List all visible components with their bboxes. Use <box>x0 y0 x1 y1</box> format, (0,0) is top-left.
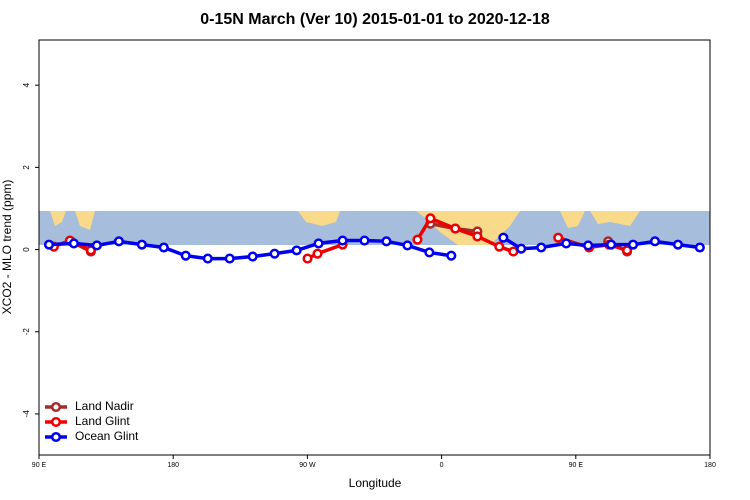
point <box>622 245 633 256</box>
point <box>359 235 370 246</box>
point <box>402 240 413 251</box>
y-tick-label: -2 <box>22 328 31 336</box>
point <box>553 232 564 243</box>
point <box>425 213 436 224</box>
point <box>694 242 705 253</box>
point <box>508 246 519 257</box>
legend-label: Land Glint <box>75 414 130 428</box>
point <box>628 239 639 250</box>
point <box>561 238 572 249</box>
x-tick-label: 90 E <box>32 462 47 469</box>
y-tick-label: 4 <box>22 82 31 87</box>
point <box>381 236 392 247</box>
point <box>202 253 213 264</box>
point <box>472 231 483 242</box>
x-tick-label: 180 <box>167 462 179 469</box>
x-axis-label: Longitude <box>349 476 402 490</box>
point <box>536 242 547 253</box>
x-tick-label: 0 <box>440 462 444 469</box>
series-line <box>502 236 701 251</box>
point <box>494 241 505 252</box>
y-tick-label: -4 <box>22 410 31 418</box>
point <box>158 242 169 253</box>
x-tick-label: 90 W <box>299 462 316 469</box>
point <box>583 240 594 251</box>
point <box>224 253 235 264</box>
point <box>424 247 435 258</box>
point <box>516 243 527 254</box>
point <box>43 239 55 250</box>
plot-frame <box>38 39 711 456</box>
legend-marker <box>50 431 62 443</box>
legend-label: Ocean Glint <box>75 429 139 443</box>
point <box>337 235 348 246</box>
x-tick-label: 180 <box>704 462 716 469</box>
point <box>91 240 102 251</box>
point <box>672 239 683 250</box>
point <box>247 251 258 262</box>
y-tick-label: 0 <box>22 247 31 252</box>
point <box>180 250 191 261</box>
point <box>291 245 302 256</box>
legend-marker <box>50 401 62 413</box>
point <box>412 234 423 245</box>
chart-title: 0-15N March (Ver 10) 2015-01-01 to 2020-… <box>200 11 550 28</box>
point <box>498 232 509 243</box>
point <box>606 239 617 250</box>
y-axis-label: XCO2 - MLO trend (ppm) <box>0 180 14 315</box>
point <box>302 253 313 264</box>
point <box>649 236 661 247</box>
point <box>312 248 323 259</box>
legend-marker <box>50 416 62 428</box>
legend-label: Land Nadir <box>75 399 134 413</box>
point <box>450 223 461 234</box>
point <box>136 239 147 250</box>
point <box>313 238 324 249</box>
x-tick-label: 90 E <box>569 462 584 469</box>
point <box>446 250 457 261</box>
point <box>269 248 280 259</box>
point <box>113 236 124 247</box>
y-tick-label: 2 <box>22 165 31 170</box>
point <box>68 238 79 249</box>
